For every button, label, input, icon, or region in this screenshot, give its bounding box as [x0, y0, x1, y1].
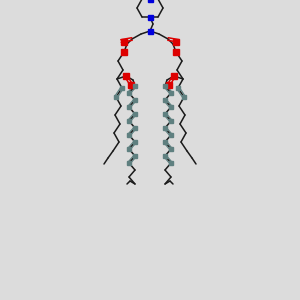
- Bar: [148, 28, 152, 34]
- Bar: [133, 98, 137, 102]
- Bar: [133, 84, 137, 88]
- Bar: [127, 161, 131, 165]
- Bar: [121, 49, 127, 55]
- Bar: [127, 147, 131, 151]
- Bar: [123, 73, 129, 79]
- Bar: [169, 91, 173, 95]
- Bar: [127, 105, 131, 109]
- Bar: [169, 147, 173, 151]
- Bar: [120, 86, 124, 90]
- Bar: [163, 98, 167, 102]
- Bar: [173, 39, 179, 45]
- Bar: [169, 133, 173, 137]
- Bar: [163, 154, 167, 158]
- Bar: [127, 133, 131, 137]
- Bar: [127, 91, 131, 95]
- Bar: [171, 73, 177, 79]
- Bar: [176, 86, 180, 90]
- Bar: [148, 14, 152, 20]
- Bar: [173, 49, 179, 55]
- Bar: [121, 39, 127, 45]
- Bar: [182, 95, 186, 99]
- Bar: [114, 95, 118, 99]
- Bar: [133, 154, 137, 158]
- Bar: [133, 112, 137, 116]
- Bar: [166, 82, 172, 88]
- Bar: [169, 105, 173, 109]
- Bar: [133, 140, 137, 144]
- Bar: [169, 161, 173, 165]
- Bar: [148, 0, 152, 2]
- Bar: [163, 112, 167, 116]
- Bar: [133, 126, 137, 130]
- Bar: [163, 140, 167, 144]
- Bar: [169, 119, 173, 123]
- Bar: [128, 82, 134, 88]
- Bar: [163, 126, 167, 130]
- Bar: [163, 84, 167, 88]
- Bar: [127, 119, 131, 123]
